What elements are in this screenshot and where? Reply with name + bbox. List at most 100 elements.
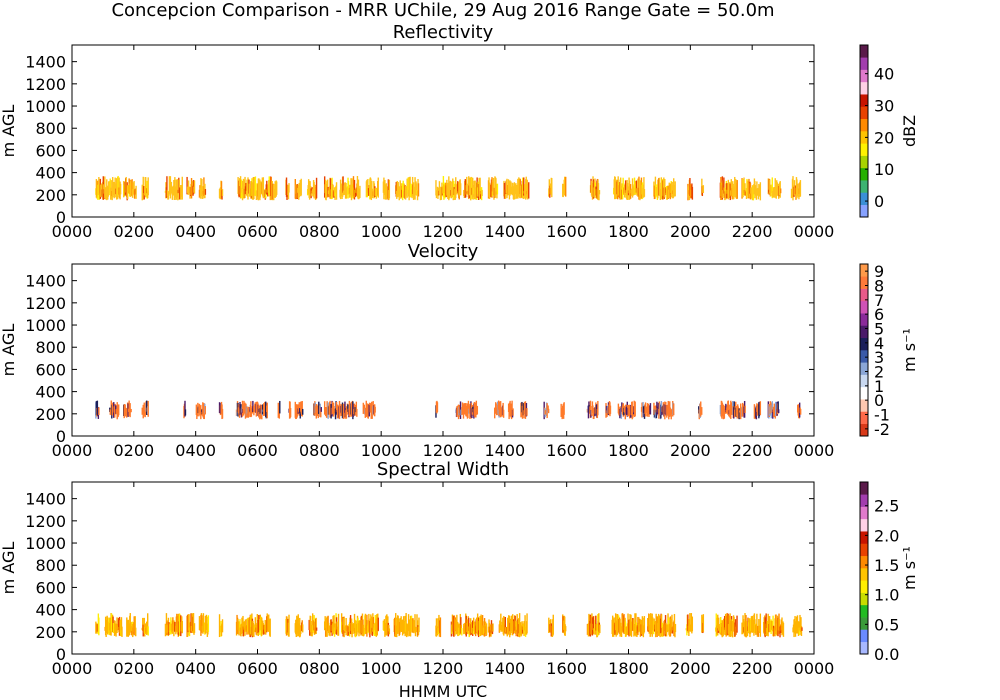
colorbar-frame xyxy=(859,263,869,437)
echo-mark xyxy=(133,181,135,194)
echo-mark xyxy=(496,183,499,195)
colorbar-tick-label: 8 xyxy=(874,277,884,296)
echo-mark xyxy=(193,180,196,194)
echo-mark xyxy=(146,180,148,199)
echo-mark xyxy=(502,409,505,418)
y-tick-label: 800 xyxy=(35,338,66,357)
echo-mark xyxy=(652,617,654,631)
colorbar-tick-label: 0.0 xyxy=(874,645,899,664)
echo-mark xyxy=(774,178,776,195)
echo-mark xyxy=(497,400,500,417)
x-tick-label: 2000 xyxy=(670,441,711,460)
echo-mark xyxy=(388,179,391,199)
echo-mark xyxy=(595,615,597,631)
colorbar-swatch xyxy=(860,118,868,132)
echo-mark xyxy=(750,190,753,199)
echo-mark xyxy=(671,614,673,632)
x-tick-label: 1400 xyxy=(484,659,525,678)
colorbar-swatch xyxy=(860,288,868,302)
echo-mark xyxy=(248,183,251,197)
echo-mark xyxy=(491,177,493,198)
echo-mark xyxy=(220,181,223,199)
colorbar-swatch xyxy=(860,543,868,557)
echo-mark xyxy=(354,189,357,198)
echo-mark xyxy=(500,410,503,417)
x-tick-label: 0000 xyxy=(794,659,835,678)
echo-mark xyxy=(495,178,497,195)
echo-mark xyxy=(342,176,344,193)
y-tick-label: 200 xyxy=(35,623,66,642)
echo-mark xyxy=(627,613,629,633)
echo-mark xyxy=(653,402,655,415)
echo-mark xyxy=(240,409,243,418)
x-tick-label: 0600 xyxy=(237,659,278,678)
echo-mark xyxy=(654,408,657,419)
echo-mark xyxy=(335,182,338,200)
y-tick-label: 1200 xyxy=(25,75,66,94)
y-tick-label: 400 xyxy=(35,164,66,183)
echo-mark xyxy=(623,614,625,635)
echo-mark xyxy=(443,187,445,200)
x-axis-label: HHMM UTC xyxy=(399,682,487,700)
echo-mark xyxy=(598,190,601,195)
colorbar-swatch xyxy=(860,276,868,289)
echo-mark xyxy=(135,185,137,199)
echo-mark xyxy=(624,180,627,193)
echo-mark xyxy=(370,403,372,413)
echo-mark xyxy=(288,183,290,193)
echo-mark xyxy=(759,613,762,637)
echo-mark xyxy=(593,628,596,632)
y-tick-label: 600 xyxy=(35,360,66,379)
echo-mark xyxy=(757,626,760,637)
echo-mark xyxy=(176,179,179,198)
echo-mark xyxy=(207,615,210,633)
echo-mark xyxy=(352,176,355,197)
echo-mark xyxy=(512,614,514,636)
colorbar-swatch xyxy=(860,592,868,606)
echo-mark xyxy=(110,180,112,199)
echo-mark xyxy=(301,401,303,417)
echo-mark xyxy=(388,628,391,635)
echo-mark xyxy=(649,625,651,637)
x-tick-label: 1800 xyxy=(608,659,649,678)
echo-mark xyxy=(507,179,510,196)
colorbar-swatch xyxy=(860,531,868,544)
echo-mark xyxy=(144,410,146,418)
echo-mark xyxy=(348,187,350,195)
echo-mark xyxy=(721,176,724,200)
colorbar-tick-label: 7 xyxy=(874,291,884,310)
echo-mark xyxy=(770,184,772,193)
echo-mark xyxy=(184,409,187,416)
colorbar-swatch xyxy=(860,143,868,156)
echo-mark xyxy=(691,616,694,632)
echo-mark xyxy=(655,405,657,413)
echo-mark xyxy=(347,181,350,195)
echo-mark xyxy=(801,627,803,631)
echo-mark xyxy=(565,626,567,632)
echo-mark xyxy=(735,626,737,635)
echo-mark xyxy=(436,402,439,412)
echo-mark xyxy=(521,626,524,634)
echo-mark xyxy=(288,614,290,637)
echo-mark xyxy=(415,627,418,633)
echo-mark xyxy=(188,614,190,636)
echo-mark xyxy=(377,617,379,631)
echo-mark xyxy=(359,620,361,634)
echo-mark xyxy=(735,401,737,413)
colorbar-swatch xyxy=(860,482,868,495)
x-tick-label: 1200 xyxy=(423,441,464,460)
echo-mark xyxy=(218,614,221,638)
echo-mark xyxy=(335,401,338,412)
echo-mark xyxy=(452,178,454,195)
echo-mark xyxy=(759,182,762,201)
colorbar-tick-label: 5 xyxy=(874,320,884,339)
echo-mark xyxy=(526,613,528,634)
echo-mark xyxy=(622,177,624,195)
echo-mark xyxy=(485,623,488,636)
echo-mark xyxy=(355,401,358,413)
echo-mark xyxy=(266,402,268,419)
echo-mark xyxy=(244,619,247,631)
